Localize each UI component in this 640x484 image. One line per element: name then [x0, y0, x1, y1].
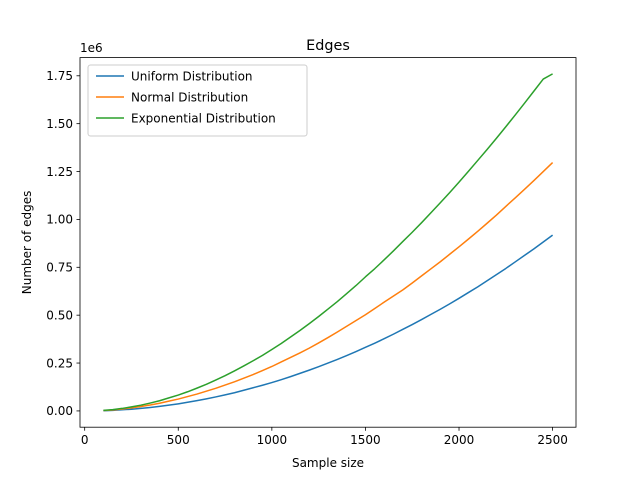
y-axis-ticks: 0.00 0.25 0.50 0.75 1.00 1.25 1.50 1.75 — [46, 69, 80, 418]
x-tick-label: 1000 — [257, 433, 288, 447]
y-tick-label: 0.75 — [46, 261, 73, 275]
series-line-2 — [103, 73, 553, 412]
legend-box — [87, 64, 308, 137]
y-offset-label: 1e6 — [80, 41, 103, 55]
y-tick-label: 1.00 — [46, 213, 73, 227]
y-tick-label: 1.50 — [46, 117, 73, 131]
legend-label: Uniform Distribution — [131, 69, 253, 83]
plot-frame — [79, 57, 577, 428]
x-axis-ticks: 0 500 1000 1500 2000 2500 — [81, 427, 568, 447]
y-axis-label: Number of edges — [20, 191, 34, 295]
y-tick-label: 0.25 — [46, 356, 73, 370]
chart-title: Edges — [306, 38, 350, 54]
x-axis-label: Sample size — [292, 456, 364, 470]
x-tick-label: 2000 — [444, 433, 475, 447]
series-lines — [103, 73, 554, 412]
x-tick-label: 0 — [81, 433, 89, 447]
x-tick-label: 500 — [167, 433, 190, 447]
y-tick-label: 1.25 — [46, 165, 73, 179]
x-tick-label: 2500 — [537, 433, 568, 447]
legend: Uniform Distribution Normal Distribution E… — [87, 64, 308, 137]
series-line-1 — [103, 161, 554, 412]
y-tick-label: 1.75 — [46, 69, 73, 83]
legend-label: Exponential Distribution — [131, 111, 276, 125]
y-tick-label: 0.00 — [46, 404, 73, 418]
y-tick-label: 0.50 — [46, 308, 73, 322]
series-line-0 — [103, 234, 554, 412]
legend-label: Normal Distribution — [131, 90, 248, 104]
x-tick-label: 1500 — [350, 433, 381, 447]
